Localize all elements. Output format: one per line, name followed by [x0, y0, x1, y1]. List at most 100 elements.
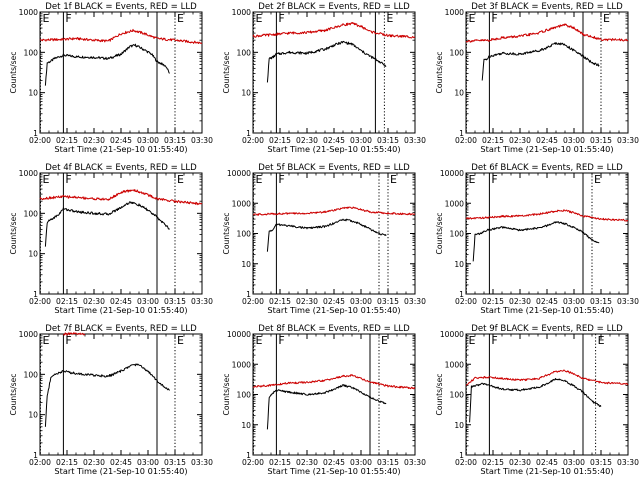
- x-axis-label: Start Time (21-Sep-10 01:55:40): [267, 466, 400, 476]
- x-tick-label: 03:00: [137, 297, 159, 306]
- plot-frame: [39, 11, 203, 134]
- x-tick-label: 02:30: [509, 458, 531, 467]
- x-tick-label: 02:45: [536, 458, 558, 467]
- y-tick-label: 10: [241, 260, 251, 269]
- y-tick-label: 1000: [445, 8, 464, 17]
- y-tick-label: 10: [454, 260, 464, 269]
- lld-series-line: [465, 209, 628, 222]
- x-tick-label: 02:15: [56, 458, 78, 467]
- time-marker-label: E: [177, 173, 184, 186]
- events-series-line: [266, 384, 387, 430]
- plot-frame: [39, 333, 203, 456]
- x-tick-label: 02:00: [29, 458, 51, 467]
- time-marker-label: E: [177, 334, 184, 347]
- x-tick-label: 03:30: [191, 136, 213, 145]
- y-axis-label: Counts/sec: [435, 52, 444, 94]
- y-tick-label: 1000: [19, 8, 38, 17]
- x-tick-label: 02:30: [296, 136, 318, 145]
- y-tick-label: 1000: [232, 360, 251, 369]
- y-tick-label: 10000: [227, 169, 251, 178]
- time-marker-label: E: [256, 334, 263, 347]
- events-series-line: [481, 42, 600, 81]
- x-tick-label: 02:45: [110, 136, 132, 145]
- x-tick-label: 02:45: [536, 297, 558, 306]
- y-axis-label: Counts/sec: [9, 374, 18, 416]
- y-tick-label: 1: [33, 290, 38, 299]
- plot-frame: [39, 172, 203, 295]
- y-tick-label: 100: [237, 391, 252, 400]
- x-tick-label: 03:00: [350, 136, 372, 145]
- time-marker-label: F: [491, 173, 497, 186]
- y-tick-label: 10: [241, 421, 251, 430]
- x-axis-label: Start Time (21-Sep-10 01:55:40): [267, 305, 400, 315]
- x-tick-label: 02:15: [482, 136, 504, 145]
- chart-panel-7: Det 7f BLACK = Events, RED = LLD 1 10 100 10…: [9, 324, 213, 476]
- chart-panel-3: Det 3f BLACK = Events, RED = LLD 1 10 100 10…: [435, 2, 639, 154]
- y-tick-label: 10: [28, 250, 38, 259]
- x-tick-label: 02:00: [29, 297, 51, 306]
- y-tick-label: 10000: [440, 330, 464, 339]
- x-tick-label: 03:00: [137, 136, 159, 145]
- x-axis-label: Start Time (21-Sep-10 01:55:40): [54, 466, 187, 476]
- events-series-line: [266, 218, 387, 252]
- x-tick-label: 03:15: [164, 136, 186, 145]
- x-tick-label: 03:30: [617, 297, 639, 306]
- lld-series-line: [39, 28, 203, 44]
- x-tick-label: 02:30: [83, 297, 105, 306]
- chart-panel-5: Det 5f BLACK = Events, RED = LLD 1 10 100 10…: [222, 163, 426, 315]
- plot-frame: [252, 172, 416, 295]
- chart-panel-9: Det 9f BLACK = Events, RED = LLD 1 10 100 10…: [435, 324, 639, 476]
- x-tick-label: 02:45: [323, 458, 345, 467]
- plot-frame: [465, 172, 629, 295]
- time-marker-label: E: [43, 173, 50, 186]
- time-marker-label: F: [278, 12, 284, 25]
- y-axis-label: Counts/sec: [9, 213, 18, 255]
- x-axis-label: Start Time (21-Sep-10 01:55:40): [54, 144, 187, 154]
- time-marker-label: E: [256, 12, 263, 25]
- time-marker-label: E: [43, 12, 50, 25]
- y-axis-label: Counts/sec: [435, 374, 444, 416]
- x-tick-label: 03:15: [377, 458, 399, 467]
- chart-title: Det 5f BLACK = Events, RED = LLD: [258, 163, 410, 173]
- time-marker-label: F: [278, 334, 284, 347]
- chart-title: Det 9f BLACK = Events, RED = LLD: [471, 324, 623, 334]
- x-tick-label: 02:45: [323, 136, 345, 145]
- x-tick-label: 03:00: [350, 458, 372, 467]
- events-series-line: [266, 40, 387, 83]
- x-tick-label: 02:00: [242, 458, 264, 467]
- x-tick-label: 02:15: [56, 297, 78, 306]
- x-tick-label: 02:30: [509, 136, 531, 145]
- chart-panel-1: Det 1f BLACK = Events, RED = LLD 1 10 100 10…: [9, 2, 213, 154]
- lld-series-line: [465, 23, 629, 43]
- y-axis-label: Counts/sec: [9, 52, 18, 94]
- y-tick-label: 10000: [227, 330, 251, 339]
- y-tick-label: 1: [459, 451, 464, 460]
- y-tick-label: 100: [237, 48, 252, 57]
- time-marker-label: F: [491, 334, 497, 347]
- time-marker-label: F: [65, 12, 71, 25]
- x-tick-label: 02:00: [242, 297, 264, 306]
- events-series-line: [469, 378, 602, 423]
- y-axis-label: Counts/sec: [222, 374, 231, 416]
- y-tick-label: 1: [459, 129, 464, 138]
- x-tick-label: 02:30: [296, 458, 318, 467]
- time-marker-label: E: [256, 173, 263, 186]
- events-series-line: [44, 363, 170, 427]
- x-tick-label: 03:30: [404, 136, 426, 145]
- y-tick-label: 1000: [445, 199, 464, 208]
- chart-title: Det 8f BLACK = Events, RED = LLD: [258, 324, 410, 334]
- time-marker-label: F: [278, 173, 284, 186]
- x-tick-label: 02:30: [83, 136, 105, 145]
- x-tick-label: 02:15: [269, 297, 291, 306]
- time-marker-label: E: [598, 334, 605, 347]
- y-axis-label: Counts/sec: [435, 213, 444, 255]
- chart-title: Det 4f BLACK = Events, RED = LLD: [45, 163, 197, 173]
- time-marker-label: E: [469, 12, 476, 25]
- y-tick-label: 10000: [440, 169, 464, 178]
- plot-frame: [252, 333, 416, 456]
- y-tick-label: 100: [450, 48, 465, 57]
- time-marker-label: E: [177, 12, 184, 25]
- y-axis-label: Counts/sec: [222, 213, 231, 255]
- y-tick-label: 1000: [19, 169, 38, 178]
- x-tick-label: 03:30: [617, 136, 639, 145]
